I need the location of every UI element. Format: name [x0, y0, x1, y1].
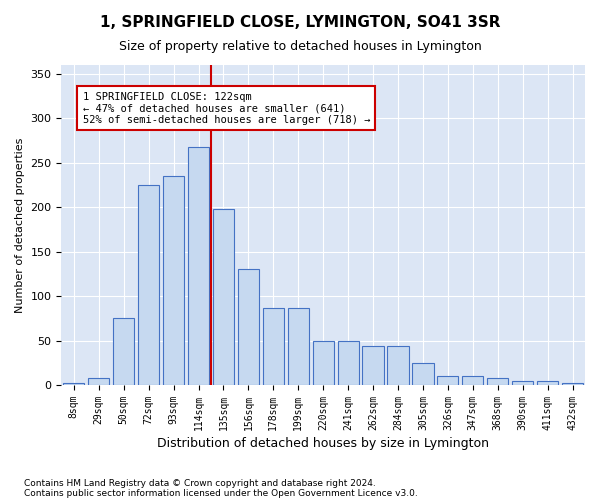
Text: 1 SPRINGFIELD CLOSE: 122sqm
← 47% of detached houses are smaller (641)
52% of se: 1 SPRINGFIELD CLOSE: 122sqm ← 47% of det…	[83, 92, 370, 125]
Bar	[412, 363, 434, 385]
Bar	[188, 147, 209, 385]
Bar	[512, 380, 533, 385]
X-axis label: Distribution of detached houses by size in Lymington: Distribution of detached houses by size …	[157, 437, 489, 450]
Bar	[462, 376, 484, 385]
Bar	[138, 185, 159, 385]
Bar	[338, 340, 359, 385]
Bar	[287, 308, 309, 385]
Bar	[88, 378, 109, 385]
Bar	[313, 340, 334, 385]
Text: 1, SPRINGFIELD CLOSE, LYMINGTON, SO41 3SR: 1, SPRINGFIELD CLOSE, LYMINGTON, SO41 3S…	[100, 15, 500, 30]
Text: Contains HM Land Registry data © Crown copyright and database right 2024.: Contains HM Land Registry data © Crown c…	[24, 478, 376, 488]
Bar	[437, 376, 458, 385]
Text: Size of property relative to detached houses in Lymington: Size of property relative to detached ho…	[119, 40, 481, 53]
Bar	[213, 209, 234, 385]
Bar	[487, 378, 508, 385]
Text: Contains public sector information licensed under the Open Government Licence v3: Contains public sector information licen…	[24, 488, 418, 498]
Bar	[113, 318, 134, 385]
Bar	[562, 384, 583, 385]
Bar	[238, 270, 259, 385]
Bar	[388, 346, 409, 385]
Bar	[63, 384, 85, 385]
Bar	[537, 380, 558, 385]
Y-axis label: Number of detached properties: Number of detached properties	[15, 138, 25, 312]
Bar	[163, 176, 184, 385]
Bar	[362, 346, 383, 385]
Bar	[263, 308, 284, 385]
